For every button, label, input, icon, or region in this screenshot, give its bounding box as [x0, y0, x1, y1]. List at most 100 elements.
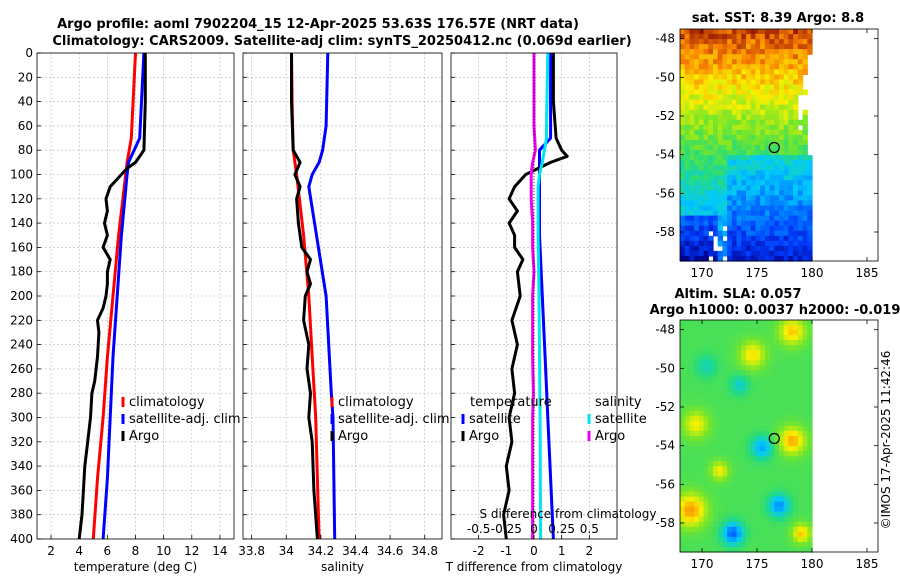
map-cell	[698, 185, 705, 191]
map-cell	[713, 390, 719, 397]
map-cell	[727, 390, 733, 397]
map-cell	[802, 521, 808, 528]
map-cell	[680, 385, 686, 392]
map-cell	[797, 461, 804, 467]
map-cell	[774, 486, 780, 493]
map-cell	[760, 240, 766, 247]
map-cell	[764, 114, 771, 121]
map-cell	[684, 476, 691, 482]
map-cell	[760, 531, 766, 538]
map-cell	[708, 129, 714, 136]
map-cell	[694, 526, 700, 533]
map-cell	[774, 225, 780, 232]
map-cell	[717, 230, 724, 237]
map-cell	[764, 190, 771, 197]
map-cell	[736, 350, 742, 356]
map-cell	[802, 124, 808, 131]
map-cell	[741, 180, 747, 186]
map-cell	[680, 546, 686, 553]
map-cell	[680, 200, 686, 207]
imos-watermark: ©IMOS 17-Apr-2025 11:42:46	[879, 351, 893, 530]
map-cell	[684, 380, 691, 387]
map-cell	[788, 79, 794, 86]
map-cell	[764, 415, 771, 422]
map-cell	[788, 139, 794, 146]
map-cell	[807, 200, 813, 207]
map-cell	[774, 350, 780, 356]
map-cell	[731, 320, 738, 326]
map-cell	[717, 506, 724, 513]
map-cell	[698, 395, 705, 402]
map-cell	[684, 481, 691, 488]
map-cell	[731, 476, 738, 482]
map-cell	[760, 49, 766, 55]
map-cell	[698, 210, 705, 217]
map-cell	[788, 129, 794, 136]
map-cell	[727, 345, 733, 351]
y-tick-label: 60	[18, 119, 33, 133]
map-cell	[727, 210, 733, 217]
map-cell	[774, 145, 780, 151]
x-tick-label: 12	[184, 544, 199, 558]
map-cell	[788, 546, 794, 553]
map-cell	[694, 415, 700, 422]
map-cell	[807, 335, 813, 341]
map-cell	[755, 451, 761, 457]
x-tick-label: 4	[75, 544, 83, 558]
map-cell	[717, 220, 724, 227]
map-cell	[741, 49, 747, 55]
map-cell	[779, 456, 785, 462]
map-cell	[774, 230, 780, 237]
map-cell	[750, 114, 757, 121]
map-cell	[741, 511, 747, 518]
map-cell	[788, 506, 794, 513]
map-cell	[694, 150, 700, 156]
y-tick-label: 40	[18, 95, 33, 109]
map-cell	[750, 370, 757, 377]
map-cell	[722, 471, 728, 477]
map-cell	[793, 380, 799, 387]
map-cell	[698, 385, 705, 392]
map-cell	[750, 59, 757, 65]
map-cell	[689, 365, 695, 372]
map-cell	[793, 521, 799, 528]
map-cell	[717, 456, 724, 462]
map-cell	[694, 109, 700, 116]
map-cell	[736, 195, 742, 202]
map-cell	[750, 420, 757, 427]
map-cell	[793, 34, 799, 40]
map-cell	[722, 54, 728, 60]
map-cell	[689, 175, 695, 181]
map-cell	[783, 185, 790, 191]
map-cell	[769, 89, 775, 96]
map-cell	[698, 250, 705, 257]
map-cell	[741, 350, 747, 356]
map-cell	[731, 250, 738, 257]
map-cell	[698, 350, 705, 356]
map-cell	[797, 180, 804, 186]
map-cell	[769, 39, 775, 45]
map-cell	[746, 360, 752, 366]
map-cell	[717, 69, 724, 75]
map-cell	[788, 84, 794, 91]
map-cell	[802, 486, 808, 493]
map-cell	[731, 511, 738, 518]
map-cell	[764, 385, 771, 392]
map-cell	[741, 39, 747, 45]
map-cell	[713, 180, 719, 186]
map-cell	[760, 496, 766, 503]
map-cell	[802, 410, 808, 417]
map-cell	[703, 430, 709, 437]
map-cell	[760, 129, 766, 136]
map-cell	[788, 521, 794, 528]
map-cell	[713, 451, 719, 457]
map-cell	[731, 39, 738, 45]
map-cell	[689, 160, 695, 166]
map-cell	[684, 99, 691, 106]
map-cell	[713, 129, 719, 136]
map-cell	[746, 425, 752, 432]
map-cell	[774, 425, 780, 432]
map-cell	[755, 370, 761, 377]
map-cell	[793, 410, 799, 417]
map-cell	[741, 481, 747, 488]
